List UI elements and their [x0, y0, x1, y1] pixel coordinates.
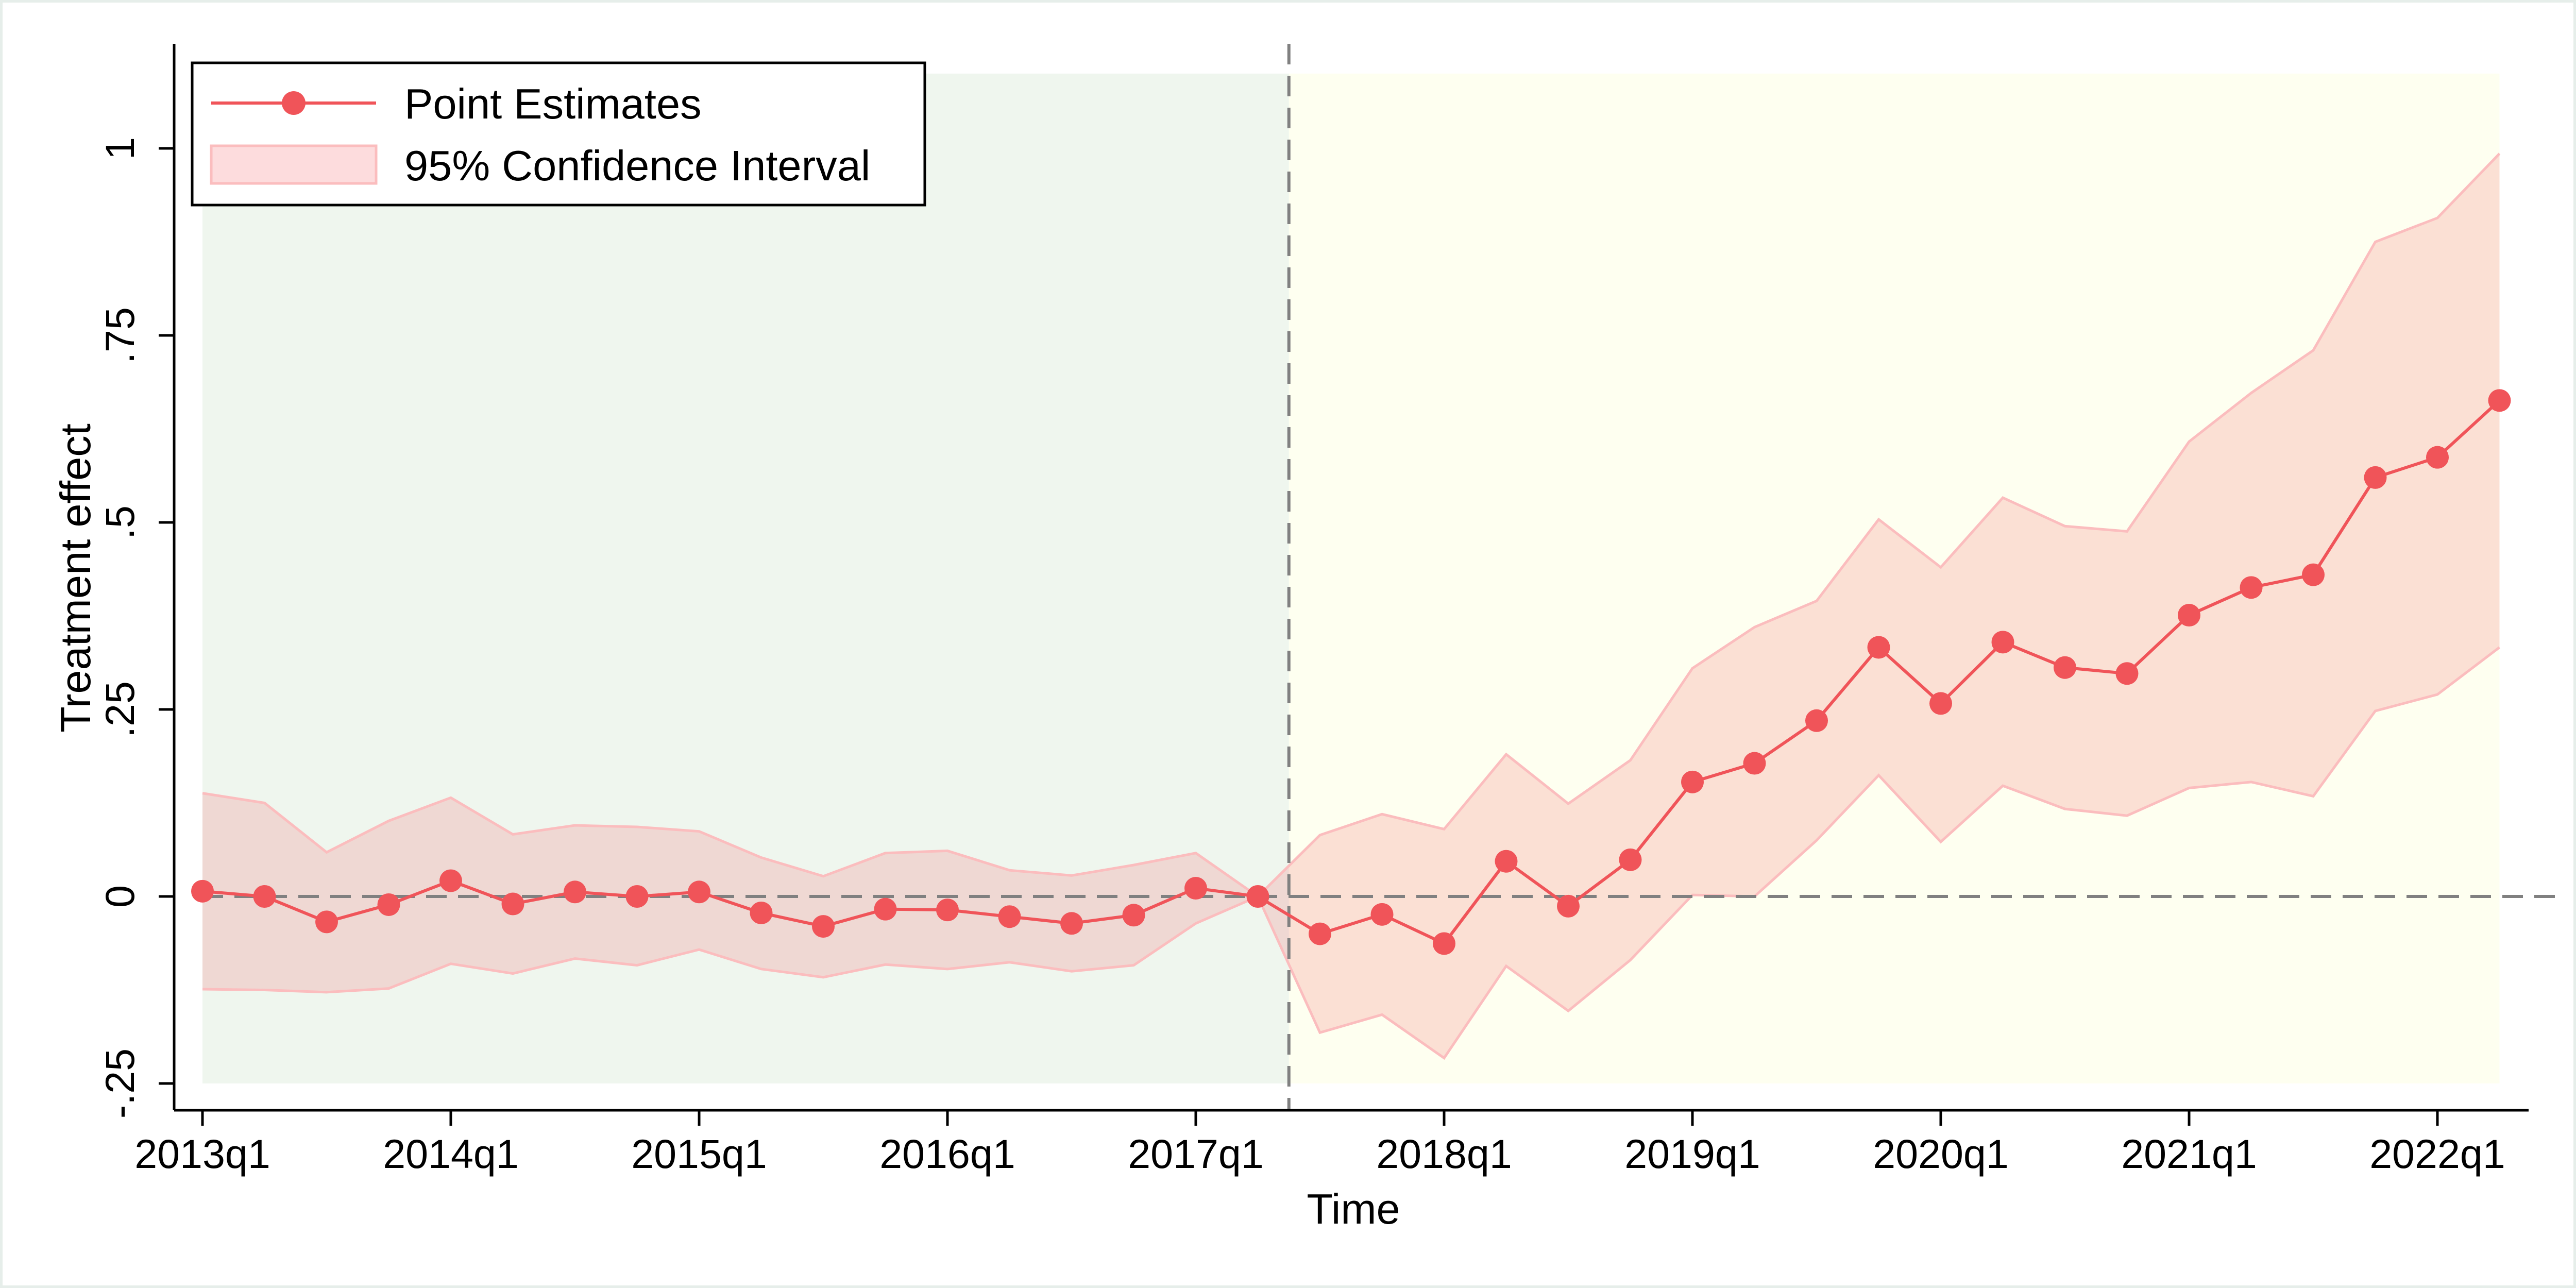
point-estimate-marker [1929, 692, 1952, 715]
y-tick-label: -.25 [97, 1048, 143, 1118]
y-tick-label: .5 [97, 505, 143, 539]
point-estimate-marker [2364, 466, 2387, 489]
point-estimate-marker [998, 905, 1021, 928]
point-estimate-marker [501, 892, 524, 916]
point-estimate-marker [564, 880, 586, 904]
x-tick-label: 2013q1 [134, 1131, 270, 1177]
point-estimate-marker [750, 901, 773, 924]
point-estimate-marker [2302, 563, 2325, 586]
point-estimate-marker [315, 910, 338, 934]
point-estimate-marker [191, 879, 214, 903]
legend-band-swatch [210, 144, 378, 185]
point-estimate-marker [625, 885, 649, 908]
x-tick-label: 2021q1 [2121, 1131, 2257, 1177]
point-estimate-marker [2115, 662, 2139, 685]
point-estimate-marker [1309, 922, 1331, 945]
point-estimate-marker [2426, 446, 2449, 469]
point-estimate-marker [1433, 932, 1455, 955]
point-estimate-marker [936, 899, 959, 922]
point-estimate-marker [1805, 709, 1828, 732]
pre-treatment-region [202, 73, 1289, 1083]
point-estimates-layer [191, 389, 2511, 955]
y-tick-label: .75 [97, 307, 143, 364]
y-tick-label: .25 [97, 681, 143, 738]
confidence-band-fill [202, 154, 2500, 1058]
point-estimate-marker [1495, 850, 1518, 873]
point-estimate-marker [1060, 912, 1083, 935]
point-estimate-marker [1681, 770, 1704, 793]
x-tick-label: 2020q1 [1873, 1131, 2009, 1177]
y-tick-label: 1 [97, 137, 143, 160]
point-estimate-marker [812, 915, 835, 938]
confidence-band-upper [202, 152, 2501, 899]
point-estimate-marker [1246, 885, 1269, 908]
x-tick-label: 2014q1 [383, 1131, 519, 1177]
axes: -.25 0 .25 .5 .75 1 2013q1 2014q1 2015q1 2016q1 20… [97, 44, 2529, 1177]
point-estimate-marker [1122, 904, 1145, 927]
legend-label-confidence-interval: 95% Confidence Interval [404, 142, 870, 190]
point-estimate-marker [1184, 877, 1207, 900]
x-tick-label: 2017q1 [1128, 1131, 1264, 1177]
reference-lines [202, 44, 2563, 1110]
y-axis-title: Treatment effect [52, 423, 99, 733]
point-estimate-marker [1370, 903, 1394, 926]
x-tick-label: 2018q1 [1376, 1131, 1512, 1177]
legend: Point Estimates 95% Confidence Interval [191, 61, 926, 207]
x-tick-label: 2016q1 [879, 1131, 1015, 1177]
point-estimate-marker [1619, 848, 1642, 871]
point-estimate-marker [439, 869, 462, 892]
point-estimate-marker [2240, 576, 2263, 599]
y-tick-label: 0 [97, 885, 143, 908]
x-tick-label: 2019q1 [1624, 1131, 1760, 1177]
point-estimate-marker [1557, 894, 1580, 918]
confidence-band-layer [202, 152, 2501, 1060]
point-estimate-marker [2054, 656, 2076, 679]
legend-marker-swatch [282, 91, 306, 115]
legend-label-point-estimates: Point Estimates [404, 80, 702, 128]
point-estimate-marker [377, 893, 400, 916]
x-tick-label: 2022q1 [2369, 1131, 2505, 1177]
point-estimate-marker [253, 885, 276, 908]
point-estimate-marker [1991, 631, 2014, 654]
point-estimate-marker [2178, 604, 2200, 627]
point-estimate-marker [688, 880, 710, 904]
x-tick-label: 2015q1 [631, 1131, 767, 1177]
point-estimate-marker [874, 897, 897, 921]
point-estimate-marker [1867, 636, 1890, 659]
point-estimate-marker [1743, 752, 1766, 775]
x-axis-title: Time [1307, 1185, 1400, 1233]
confidence-band-lower [202, 646, 2501, 1060]
point-estimate-marker [2488, 389, 2511, 412]
